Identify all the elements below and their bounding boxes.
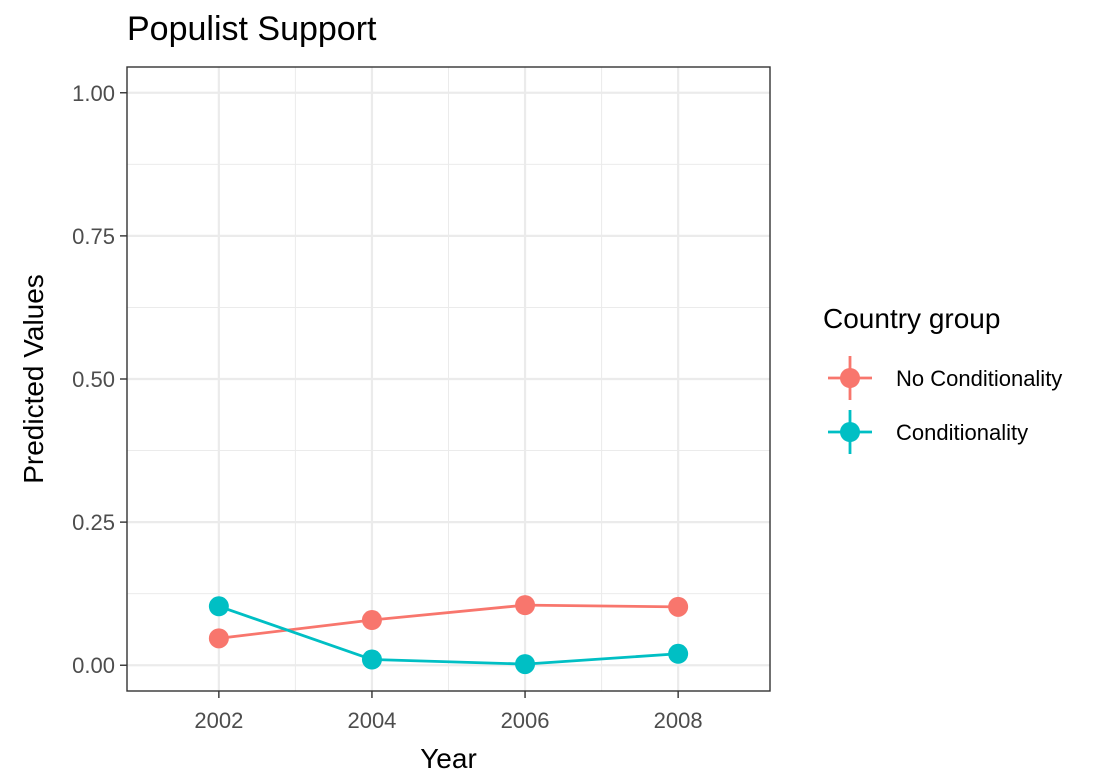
x-tick-label: 2002 (194, 708, 243, 733)
legend-label: Conditionality (896, 420, 1028, 445)
y-tick-label: 0.00 (72, 653, 115, 678)
y-tick-label: 0.25 (72, 510, 115, 535)
series-line-0 (218, 603, 679, 640)
x-tick-label: 2004 (347, 708, 396, 733)
series-layer (208, 595, 689, 675)
y-tick-label: 0.50 (72, 367, 115, 392)
data-point (668, 596, 689, 617)
legend-title: Country group (823, 303, 1000, 334)
legend-items: No Conditionality Conditionality (828, 356, 1062, 454)
major-gridlines (127, 67, 770, 691)
legend: Country group No Conditionality Condition… (823, 303, 1062, 454)
data-point (361, 649, 382, 670)
y-axis: 0.00 0.25 0.50 0.75 1.00 (72, 81, 127, 678)
chart-title: Populist Support (127, 10, 377, 48)
data-point (668, 643, 689, 664)
plot-panel (126, 66, 771, 692)
data-point (515, 595, 536, 616)
legend-label: No Conditionality (896, 366, 1062, 391)
x-tick-label: 2006 (501, 708, 550, 733)
x-axis: 2002 2004 2006 2008 (194, 691, 703, 733)
legend-key-point (840, 422, 860, 442)
data-point (208, 628, 229, 649)
y-axis-title: Predicted Values (18, 274, 49, 484)
y-tick-label: 0.75 (72, 224, 115, 249)
legend-key-point (840, 368, 860, 388)
series-line-1 (218, 604, 679, 666)
x-tick-label: 2008 (654, 708, 703, 733)
data-point (515, 654, 536, 675)
data-point (361, 610, 382, 631)
y-tick-label: 1.00 (72, 81, 115, 106)
data-point (208, 596, 229, 617)
x-axis-title: Year (420, 743, 477, 774)
